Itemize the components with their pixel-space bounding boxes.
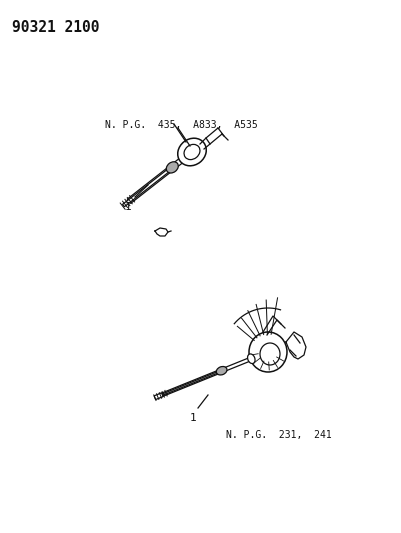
Ellipse shape bbox=[216, 367, 227, 375]
Polygon shape bbox=[160, 372, 217, 396]
Polygon shape bbox=[158, 349, 273, 398]
Ellipse shape bbox=[166, 162, 178, 173]
Text: N. P.G.  231,  241: N. P.G. 231, 241 bbox=[226, 430, 332, 440]
Ellipse shape bbox=[260, 343, 280, 365]
Ellipse shape bbox=[178, 138, 206, 166]
Text: N. P.G.  435,  A833,  A535: N. P.G. 435, A833, A535 bbox=[105, 120, 258, 130]
Text: 1: 1 bbox=[125, 202, 132, 212]
Text: 1: 1 bbox=[190, 413, 196, 423]
Ellipse shape bbox=[249, 332, 287, 372]
Text: 90321 2100: 90321 2100 bbox=[12, 20, 99, 35]
Polygon shape bbox=[154, 393, 163, 400]
Polygon shape bbox=[127, 149, 195, 204]
Polygon shape bbox=[123, 169, 169, 207]
Ellipse shape bbox=[247, 354, 255, 364]
Ellipse shape bbox=[184, 144, 200, 159]
